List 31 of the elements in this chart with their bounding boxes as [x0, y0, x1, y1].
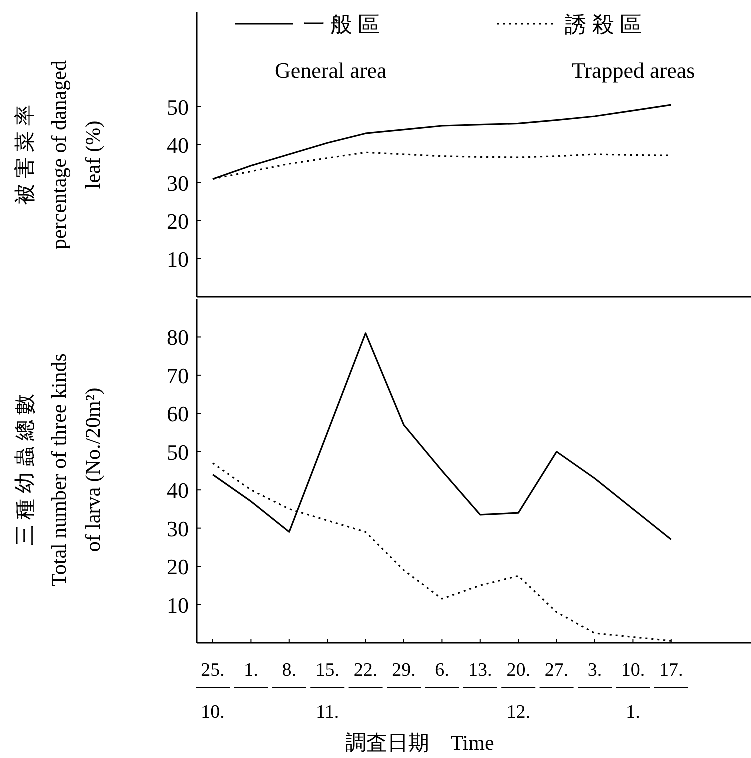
y-tick-label: 20 — [167, 554, 189, 580]
y-tick-label: 50 — [167, 95, 189, 120]
x-tick-label: 25. 10. — [201, 660, 225, 723]
y-axis-title: 被 害 菜 率 percentage of danaged leaf (%) — [13, 60, 105, 250]
y-tick-label: 20 — [167, 209, 189, 234]
x-tick-label: 8. — [282, 660, 297, 681]
x-tick-label: 10. 1. — [621, 660, 646, 723]
y-tick-label: 40 — [167, 478, 189, 504]
x-tick-label: 1. — [244, 660, 258, 681]
x-tick-label: 22. — [354, 660, 378, 681]
y-tick-label: 10 — [167, 592, 189, 618]
y-tick-label: 80 — [167, 325, 189, 350]
y-tick-label: 60 — [167, 402, 189, 427]
legend-label: 一 般 區 General area — [275, 12, 387, 83]
y-tick-label: 10 — [167, 247, 189, 272]
y-axis-title: 三 種 幼 蟲 總 數 Total number of three kinds of larva (No./20m²) — [13, 354, 105, 586]
x-tick-label: 13. — [468, 660, 492, 681]
x-tick-label: 3. — [588, 660, 602, 681]
y-tick-label: 50 — [167, 440, 189, 465]
y-tick-label: 40 — [167, 133, 189, 158]
x-axis-title: 調査日期 Time — [346, 731, 494, 755]
y-tick-label: 30 — [167, 171, 189, 196]
x-tick-label: 6. — [435, 660, 450, 681]
x-tick-label: 27. — [544, 660, 569, 681]
x-tick-label: 15. 11. — [316, 660, 340, 723]
y-tick-label: 30 — [167, 516, 189, 542]
legend-label: 誘 殺 區 Trapped areas — [565, 12, 696, 83]
x-tick-label: 29. — [392, 660, 416, 681]
x-tick-label: 20. 12. — [506, 660, 530, 723]
y-tick-label: 70 — [167, 363, 189, 388]
x-tick-label: 17. — [660, 660, 684, 681]
